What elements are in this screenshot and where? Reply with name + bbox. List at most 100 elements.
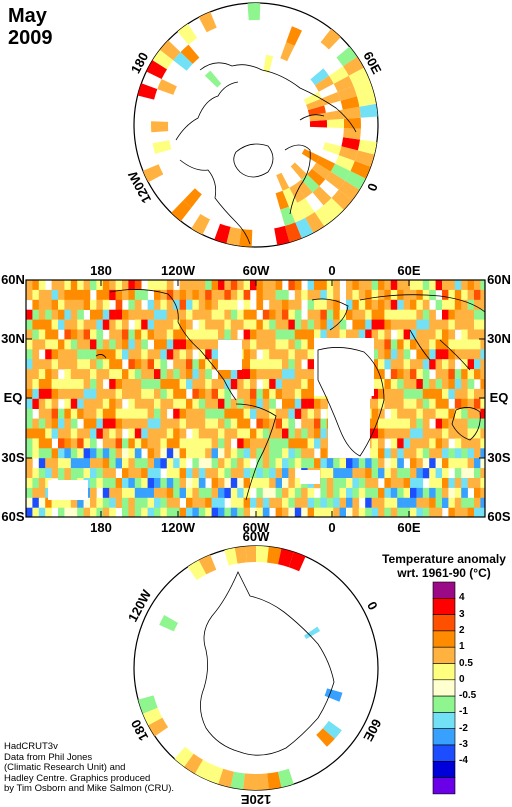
anomaly-cell — [128, 478, 136, 489]
anomaly-cell — [122, 280, 129, 291]
anomaly-cell — [160, 497, 168, 508]
anomaly-cell — [102, 448, 110, 459]
anomaly-cell — [102, 487, 110, 499]
anomaly-cell — [134, 329, 142, 340]
anomaly-cell — [282, 468, 289, 479]
anomaly-cell — [282, 438, 289, 449]
anomaly-cell — [38, 359, 46, 370]
anomaly-cell — [416, 379, 424, 390]
anomaly-cell — [429, 359, 436, 370]
anomaly-cell — [371, 299, 379, 310]
anomaly-cell — [147, 369, 155, 380]
anomaly-cell — [397, 458, 404, 469]
polar-anomaly-cell — [245, 546, 256, 563]
anomaly-cell — [90, 319, 97, 330]
anomaly-cell — [403, 379, 411, 390]
anomaly-cell — [371, 458, 379, 469]
polar-anomaly-cell — [336, 46, 358, 67]
anomaly-cell — [70, 408, 78, 419]
anomaly-cell — [262, 428, 270, 439]
anomaly-cell — [352, 319, 360, 330]
anomaly-cell — [474, 309, 481, 320]
anomaly-cell — [32, 468, 40, 479]
anomaly-cell — [294, 398, 302, 409]
anomaly-cell — [64, 448, 72, 459]
anomaly-cell — [122, 309, 129, 320]
anomaly-cell — [262, 379, 270, 390]
anomaly-cell — [301, 448, 308, 459]
anomaly-cell — [282, 339, 289, 350]
anomaly-cell — [243, 319, 251, 330]
anomaly-cell — [422, 487, 430, 499]
anomaly-cell — [77, 458, 84, 469]
anomaly-cell — [154, 289, 161, 301]
anomaly-cell — [70, 280, 78, 291]
anomaly-cell — [90, 418, 97, 429]
anomaly-cell — [448, 507, 456, 517]
anomaly-cell — [218, 458, 225, 469]
anomaly-cell — [32, 448, 40, 459]
anomaly-cell — [173, 388, 180, 400]
polar-anomaly-cell — [152, 49, 174, 70]
anomaly-cell — [448, 428, 456, 439]
anomaly-cell — [275, 349, 283, 360]
anomaly-cell — [314, 458, 321, 469]
anomaly-cell — [205, 299, 212, 310]
anomaly-cell — [218, 418, 225, 429]
lon-label-top: 120W — [161, 263, 195, 278]
anomaly-cell — [224, 468, 232, 479]
anomaly-cell — [435, 448, 443, 459]
anomaly-cell — [51, 468, 59, 479]
anomaly-cell — [320, 478, 328, 489]
anomaly-cell — [275, 408, 283, 419]
polar-anomaly-cell — [338, 146, 358, 161]
anomaly-cell — [64, 369, 72, 380]
anomaly-cell — [467, 438, 475, 449]
anomaly-cell — [339, 309, 347, 320]
anomaly-cell — [250, 319, 257, 330]
anomaly-cell — [422, 369, 430, 380]
anomaly-cell — [230, 329, 238, 340]
anomaly-cell — [262, 418, 270, 429]
anomaly-cell — [237, 458, 244, 469]
anomaly-cell — [134, 379, 142, 390]
anomaly-cell — [467, 299, 475, 310]
anomaly-cell — [70, 289, 78, 301]
anomaly-cell — [410, 408, 417, 419]
anomaly-cell — [416, 359, 424, 370]
anomaly-cell — [230, 408, 238, 419]
anomaly-cell — [262, 309, 270, 320]
anomaly-cell — [294, 299, 302, 310]
anomaly-cell — [307, 299, 315, 310]
anomaly-cell — [320, 497, 328, 508]
anomaly-cell — [454, 418, 462, 429]
anomaly-cell — [410, 359, 417, 370]
anomaly-cell — [275, 309, 283, 320]
anomaly-cell — [358, 299, 366, 310]
anomaly-cell — [51, 408, 59, 419]
anomaly-cell — [154, 369, 161, 380]
anomaly-cell — [243, 369, 251, 380]
anomaly-cell — [160, 448, 168, 459]
anomaly-cell — [224, 448, 232, 459]
anomaly-cell — [269, 448, 276, 459]
anomaly-cell — [301, 379, 308, 390]
credit-line: (Climatic Research Unit) and — [4, 762, 126, 773]
anomaly-cell — [147, 438, 155, 449]
anomaly-cell — [352, 468, 360, 479]
legend-label: -2 — [459, 722, 468, 734]
anomaly-cell — [64, 388, 72, 400]
anomaly-cell — [45, 309, 52, 320]
anomaly-cell — [474, 458, 481, 469]
anomaly-cell — [435, 349, 443, 360]
anomaly-cell — [461, 319, 468, 330]
polar-anomaly-cell — [206, 764, 224, 784]
anomaly-cell — [38, 458, 46, 469]
polar-anomaly-cell — [307, 105, 326, 116]
anomaly-cell — [38, 487, 46, 499]
anomaly-cell — [90, 329, 97, 340]
south-polar-label: 120E — [240, 792, 272, 807]
anomaly-cell — [205, 319, 212, 330]
anomaly-cell — [307, 438, 315, 449]
polar-anomaly-cell — [247, 3, 261, 21]
